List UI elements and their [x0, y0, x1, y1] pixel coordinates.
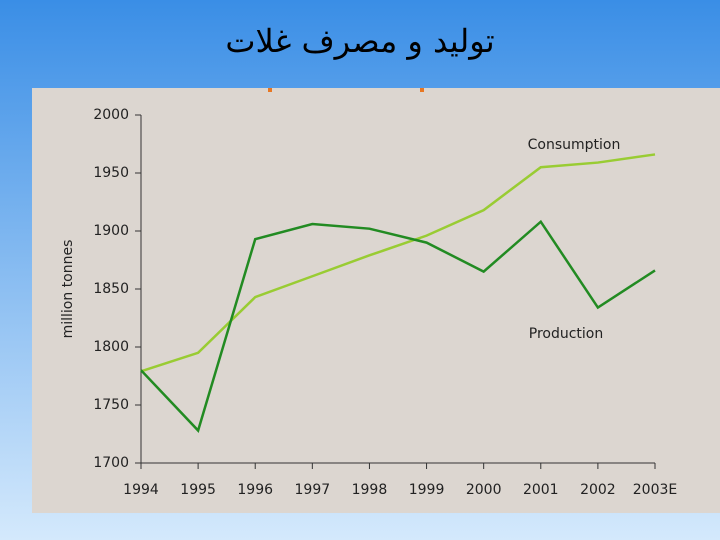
y-tick-label: 1900: [93, 223, 129, 239]
y-tick-label: 2000: [93, 107, 129, 123]
x-tick-label: 2000: [466, 482, 502, 498]
chart-panel: [32, 88, 720, 513]
y-tick-label: 1750: [93, 397, 129, 413]
y-tick-label: 1950: [93, 165, 129, 181]
series-line: [140, 153, 656, 373]
y-tick-label: 1800: [93, 339, 129, 355]
series-label: Consumption: [528, 137, 621, 153]
x-tick-label: 1999: [409, 482, 445, 498]
slide-title: تولید و مصرف غلات: [225, 22, 495, 60]
series-line: [140, 219, 656, 433]
x-tick-label: 2002: [580, 482, 616, 498]
y-axis-label: million tonnes: [60, 240, 76, 339]
x-tick-label: 1994: [123, 482, 159, 498]
series-label: Production: [529, 326, 603, 342]
decoration: [268, 88, 272, 92]
x-tick-label: 1995: [180, 482, 216, 498]
y-tick-label: 1700: [93, 455, 129, 471]
y-tick-label: 1850: [93, 281, 129, 297]
x-tick-label: 1997: [295, 482, 331, 498]
decoration: [420, 88, 424, 92]
x-tick-label: 1998: [352, 482, 388, 498]
x-tick-label: 2003E: [633, 482, 677, 498]
x-tick-label: 2001: [523, 482, 559, 498]
x-tick-label: 1996: [237, 482, 273, 498]
